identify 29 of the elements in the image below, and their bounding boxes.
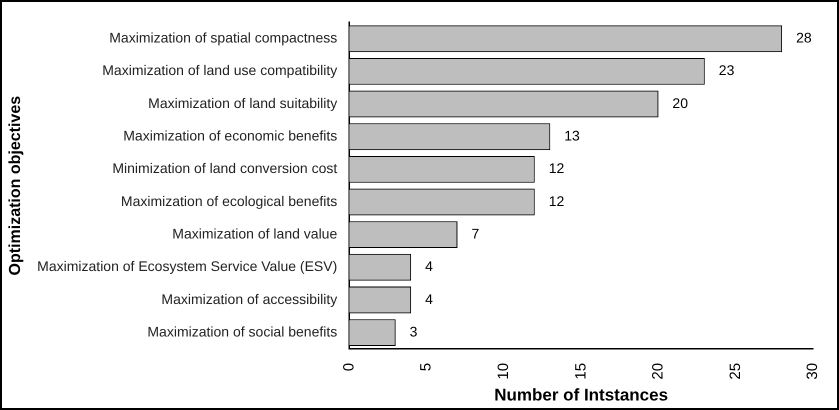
y-tick-label: Maximization of social benefits bbox=[147, 323, 338, 340]
data-label: 20 bbox=[672, 94, 688, 111]
y-tick-label: Minimization of land conversion cost bbox=[112, 160, 338, 176]
data-label: 12 bbox=[548, 192, 565, 209]
y-tick-label: Maximization of accessibility bbox=[161, 290, 338, 307]
data-label: 4 bbox=[425, 290, 434, 307]
data-label: 12 bbox=[548, 160, 565, 176]
x-tick-label: 25 bbox=[726, 362, 744, 380]
x-tick-label: 20 bbox=[650, 362, 667, 380]
data-label: 23 bbox=[718, 62, 735, 78]
y-tick-label: Maximization of land suitability bbox=[148, 94, 338, 111]
y-tick-label: Maximization of land use compatibility bbox=[102, 62, 338, 78]
y-tick-label: Maximization of land value bbox=[172, 225, 338, 242]
data-label: 13 bbox=[564, 128, 580, 144]
x-tick-label: 30 bbox=[804, 362, 822, 380]
x-tick-label: 0 bbox=[340, 362, 358, 372]
data-label: 4 bbox=[425, 258, 434, 274]
data-label: 7 bbox=[471, 225, 480, 242]
data-label: 28 bbox=[796, 30, 812, 46]
y-tick-label: Maximization of Ecosystem Service Value (ESV) bbox=[37, 258, 338, 274]
y-tick-label: Maximization of spatial compactness bbox=[109, 30, 338, 46]
data-label: 3 bbox=[410, 323, 418, 340]
y-tick-label: Maximization of economic benefits bbox=[123, 128, 338, 144]
x-axis-title: Number of Intstances bbox=[494, 385, 668, 404]
x-tick-label: 10 bbox=[494, 362, 512, 380]
x-tick-label: 5 bbox=[418, 362, 435, 372]
y-axis-title: Optimization objectives bbox=[7, 96, 24, 276]
x-tick-label: 15 bbox=[572, 362, 590, 380]
y-tick-label: Maximization of ecological benefits bbox=[120, 192, 338, 209]
